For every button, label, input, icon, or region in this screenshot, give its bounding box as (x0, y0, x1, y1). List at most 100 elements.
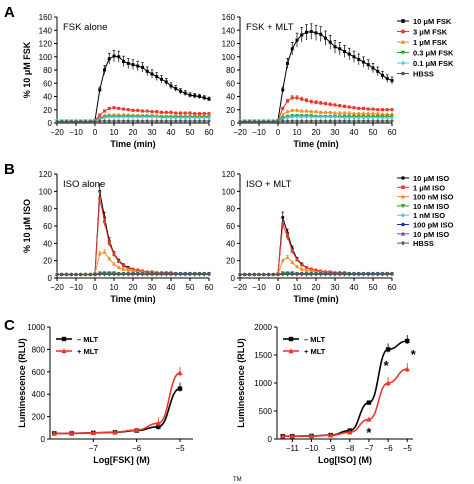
data-point (112, 119, 116, 123)
x-tick-label: −8 (345, 444, 355, 453)
data-point (150, 272, 154, 277)
y-tick-label: 20 (226, 257, 235, 266)
data-point (97, 251, 102, 256)
data-point (342, 110, 347, 115)
data-point (381, 108, 384, 112)
y-tick-label: 60 (226, 222, 235, 231)
data-point (188, 111, 192, 115)
data-point (362, 60, 365, 64)
data-point (376, 119, 380, 123)
data-point (179, 272, 182, 277)
data-point (304, 268, 309, 272)
legend-marker (400, 204, 406, 209)
data-point (107, 106, 111, 110)
data-point (126, 108, 130, 112)
data-point (164, 80, 168, 84)
data-point (60, 272, 64, 277)
data-point (252, 120, 256, 124)
data-point (169, 110, 173, 114)
data-point (107, 256, 112, 261)
x-tick-label: −11 (286, 444, 300, 453)
data-point (207, 119, 211, 123)
data-point (286, 99, 289, 103)
legend-label: 10 μM FSK (413, 17, 452, 26)
data-point (155, 420, 161, 426)
data-point (319, 119, 323, 123)
data-point (357, 106, 361, 110)
fit-curve (282, 368, 408, 438)
data-point (202, 272, 206, 277)
significance-star: * (411, 347, 417, 362)
data-point (136, 119, 140, 123)
legend-label: + MLT (304, 347, 326, 356)
data-point (188, 272, 192, 277)
data-point (338, 47, 342, 51)
data-point (174, 115, 178, 120)
x-tick-label: −20 (50, 128, 64, 137)
data-point (202, 115, 206, 120)
data-point (343, 49, 346, 53)
data-point (362, 106, 365, 110)
data-point (405, 338, 410, 344)
y-axis-label: % 10 μM FSK (22, 41, 32, 98)
data-point (285, 109, 290, 114)
data-point (357, 119, 361, 123)
data-point (357, 272, 361, 277)
data-point (276, 272, 280, 277)
data-point (169, 119, 173, 123)
x-tick-label: 50 (369, 128, 378, 137)
data-point (193, 112, 197, 116)
x-tick-label: 10 (293, 283, 302, 292)
data-point (238, 120, 242, 124)
data-point (366, 400, 372, 405)
data-point (328, 119, 332, 123)
data-point (117, 114, 121, 120)
data-point (112, 106, 116, 110)
data-point (177, 370, 183, 376)
data-point (305, 119, 308, 123)
x-tick-label: −7 (364, 444, 374, 453)
data-point (362, 119, 365, 123)
panel-letter-c: C (4, 317, 15, 334)
y-tick-label: 140 (222, 26, 236, 35)
x-tick-label: 20 (312, 283, 321, 292)
data-point (107, 57, 111, 61)
data-point (338, 104, 342, 108)
data-point (300, 114, 304, 120)
data-point (74, 272, 78, 277)
data-point (290, 47, 294, 51)
data-point (198, 272, 201, 277)
data-point (107, 114, 111, 120)
data-point (309, 30, 313, 34)
data-point (160, 119, 163, 123)
data-point (366, 272, 370, 277)
data-point (385, 119, 389, 123)
data-point (286, 234, 289, 238)
data-point (126, 114, 130, 120)
x-tick-label: 30 (148, 128, 157, 137)
data-point (88, 272, 92, 277)
y-tick-label: 40 (43, 93, 52, 102)
data-point (103, 272, 106, 277)
legend-label: HBSS (413, 239, 434, 248)
data-point (90, 430, 96, 436)
data-point (117, 106, 121, 110)
legend-label: 10 nM ISO (413, 202, 449, 211)
x-tick-label: 40 (350, 128, 359, 137)
data-point (376, 115, 380, 120)
data-point (55, 120, 59, 124)
series-1 (280, 363, 410, 439)
x-tick-label: 20 (312, 128, 321, 137)
data-point (337, 110, 342, 115)
x-tick-label: −9 (326, 444, 336, 453)
data-point (93, 272, 97, 277)
data-point (305, 98, 308, 102)
data-point (145, 119, 149, 123)
legend-marker (400, 194, 406, 199)
y-tick-label: 80 (43, 66, 52, 75)
data-point (300, 272, 304, 277)
data-point (309, 119, 313, 123)
data-point (347, 272, 351, 277)
x-tick-label: 20 (129, 283, 138, 292)
